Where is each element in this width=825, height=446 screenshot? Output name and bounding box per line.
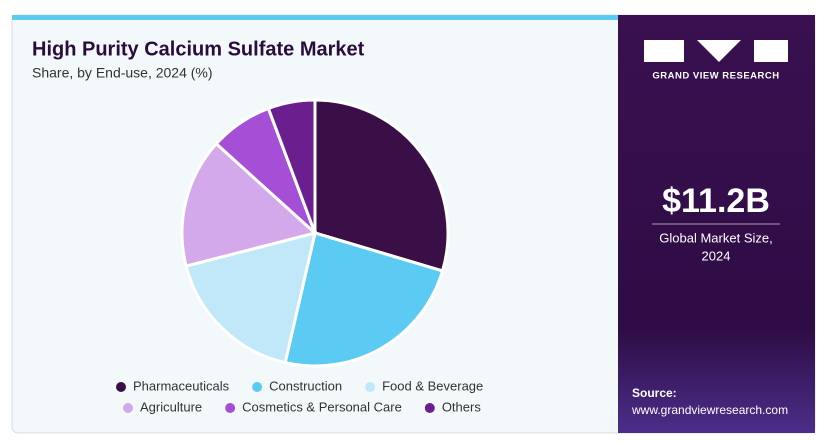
pie (180, 98, 450, 368)
legend-swatch (123, 403, 133, 413)
legend-label: Cosmetics & Personal Care (242, 399, 402, 414)
market-size-caption: 2024 (702, 248, 731, 263)
legend-swatch (116, 382, 126, 392)
legend-swatch (365, 382, 376, 392)
legend-label: Food & Beverage (382, 378, 483, 393)
legend-swatch (252, 382, 263, 392)
brand: GRAND VIEW RESEARCH (652, 71, 779, 82)
legend-label: Pharmaceuticals (133, 378, 230, 393)
legend-label: Agriculture (140, 399, 202, 414)
legend-label: Others (442, 399, 482, 414)
pie-slice (283, 231, 445, 368)
pie-slice (180, 141, 319, 268)
chart-subtitle: Share, by End-use, 2024 (%) (32, 65, 213, 81)
pie-slice (266, 98, 317, 234)
source-label: Source: (632, 386, 677, 400)
legend-swatch (225, 403, 236, 413)
logo (644, 40, 788, 62)
chart-title: High Purity Calcium Sulfate Market (32, 38, 365, 60)
legend-label: Construction (269, 378, 342, 393)
pie-slice (313, 98, 450, 273)
legend: Pharmaceuticals Construction Food & Bevera… (116, 378, 483, 414)
legend-swatch (424, 403, 435, 413)
top-accent (12, 15, 618, 20)
market-size-caption: Global Market Size, (659, 230, 772, 245)
market-size: $11.2B (662, 182, 770, 220)
pie-slice (184, 230, 318, 365)
source-url: www.grandviewresearch.com (631, 403, 788, 417)
